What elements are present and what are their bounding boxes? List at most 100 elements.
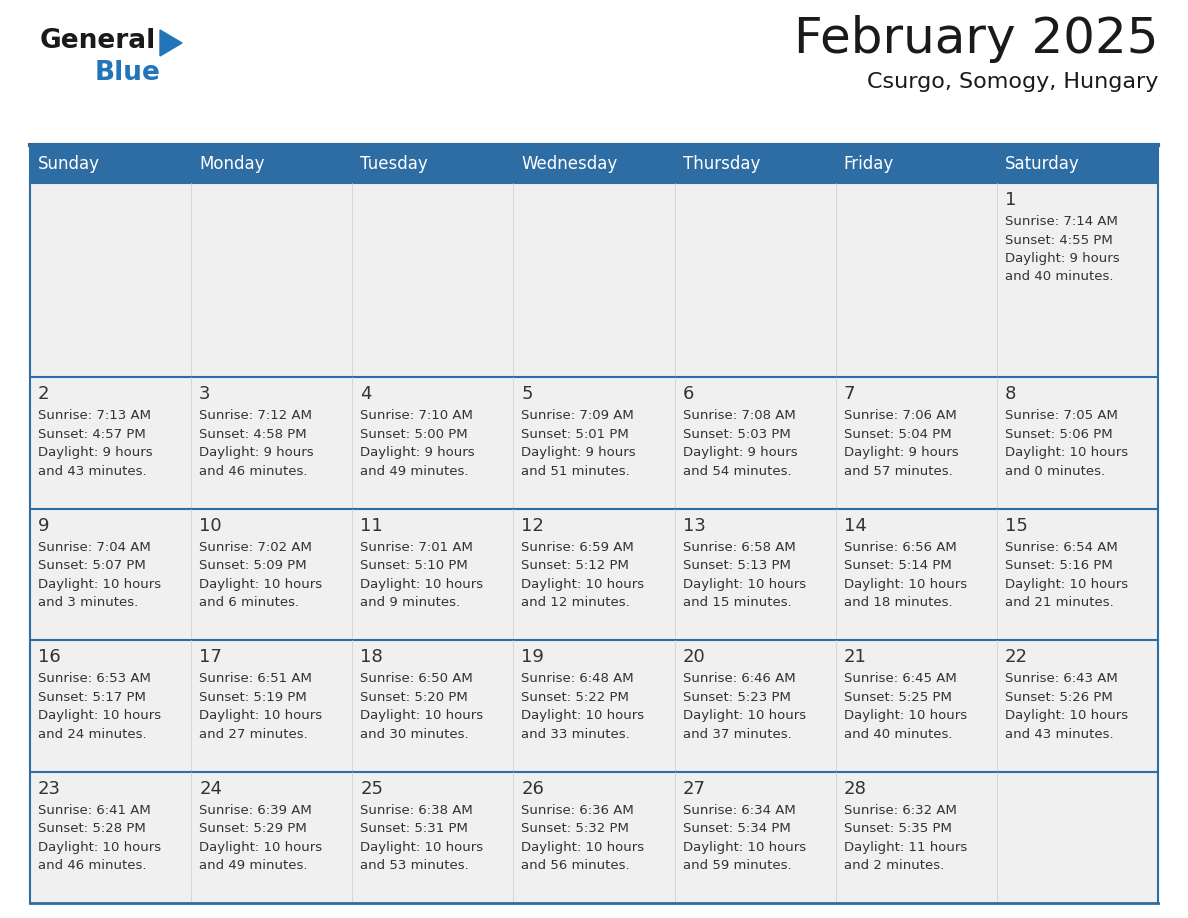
Bar — [675, 509, 835, 640]
Text: Sunrise: 6:45 AM: Sunrise: 6:45 AM — [843, 672, 956, 685]
Text: Sunset: 4:55 PM: Sunset: 4:55 PM — [1005, 233, 1113, 247]
Text: 17: 17 — [200, 648, 222, 666]
Text: 6: 6 — [683, 386, 694, 403]
Text: Daylight: 9 hours: Daylight: 9 hours — [683, 446, 797, 459]
Bar — [675, 183, 835, 377]
Text: 28: 28 — [843, 779, 866, 798]
Text: and 49 minutes.: and 49 minutes. — [200, 859, 308, 872]
Bar — [675, 772, 835, 903]
Text: Sunrise: 7:13 AM: Sunrise: 7:13 AM — [38, 409, 151, 422]
Text: and 9 minutes.: and 9 minutes. — [360, 597, 461, 610]
Text: General: General — [40, 28, 157, 54]
Text: Sunset: 5:23 PM: Sunset: 5:23 PM — [683, 690, 790, 704]
Text: Sunset: 5:32 PM: Sunset: 5:32 PM — [522, 823, 630, 835]
Bar — [30, 772, 191, 903]
Bar — [835, 377, 997, 509]
Text: Sunrise: 6:59 AM: Sunrise: 6:59 AM — [522, 541, 634, 554]
Text: 23: 23 — [38, 779, 61, 798]
Text: and 30 minutes.: and 30 minutes. — [360, 728, 469, 741]
Text: Daylight: 10 hours: Daylight: 10 hours — [683, 710, 805, 722]
Text: Daylight: 10 hours: Daylight: 10 hours — [200, 577, 322, 591]
Text: and 53 minutes.: and 53 minutes. — [360, 859, 469, 872]
Text: Sunrise: 6:38 AM: Sunrise: 6:38 AM — [360, 803, 473, 817]
Text: 21: 21 — [843, 648, 866, 666]
Bar — [675, 640, 835, 772]
Text: Daylight: 10 hours: Daylight: 10 hours — [843, 577, 967, 591]
Text: Daylight: 10 hours: Daylight: 10 hours — [1005, 577, 1127, 591]
Text: and 59 minutes.: and 59 minutes. — [683, 859, 791, 872]
Text: and 51 minutes.: and 51 minutes. — [522, 465, 630, 478]
Text: Sunrise: 7:05 AM: Sunrise: 7:05 AM — [1005, 409, 1118, 422]
Text: Daylight: 9 hours: Daylight: 9 hours — [1005, 252, 1119, 265]
Text: Wednesday: Wednesday — [522, 155, 618, 173]
Text: Sunset: 5:19 PM: Sunset: 5:19 PM — [200, 690, 307, 704]
Text: Sunset: 4:57 PM: Sunset: 4:57 PM — [38, 428, 146, 441]
Text: Sunset: 4:58 PM: Sunset: 4:58 PM — [200, 428, 307, 441]
Text: Daylight: 10 hours: Daylight: 10 hours — [360, 841, 484, 854]
Text: 9: 9 — [38, 517, 50, 535]
Text: Sunrise: 7:14 AM: Sunrise: 7:14 AM — [1005, 215, 1118, 228]
Text: and 40 minutes.: and 40 minutes. — [843, 728, 953, 741]
Bar — [997, 772, 1158, 903]
Text: Blue: Blue — [95, 60, 160, 86]
Bar — [997, 377, 1158, 509]
Text: and 33 minutes.: and 33 minutes. — [522, 728, 630, 741]
Text: Daylight: 10 hours: Daylight: 10 hours — [1005, 710, 1127, 722]
Text: Sunrise: 6:41 AM: Sunrise: 6:41 AM — [38, 803, 151, 817]
Text: Monday: Monday — [200, 155, 265, 173]
Text: 16: 16 — [38, 648, 61, 666]
Bar — [191, 377, 353, 509]
Text: Daylight: 10 hours: Daylight: 10 hours — [360, 577, 484, 591]
Text: Sunset: 5:34 PM: Sunset: 5:34 PM — [683, 823, 790, 835]
Text: Daylight: 10 hours: Daylight: 10 hours — [200, 841, 322, 854]
Bar — [30, 145, 1158, 183]
Text: 14: 14 — [843, 517, 866, 535]
Text: and 24 minutes.: and 24 minutes. — [38, 728, 146, 741]
Text: Saturday: Saturday — [1005, 155, 1080, 173]
Text: and 46 minutes.: and 46 minutes. — [200, 465, 308, 478]
Text: Sunset: 5:26 PM: Sunset: 5:26 PM — [1005, 690, 1113, 704]
Text: Sunset: 5:12 PM: Sunset: 5:12 PM — [522, 559, 630, 572]
Text: and 57 minutes.: and 57 minutes. — [843, 465, 953, 478]
Text: 13: 13 — [683, 517, 706, 535]
Text: 18: 18 — [360, 648, 383, 666]
Text: Sunrise: 6:36 AM: Sunrise: 6:36 AM — [522, 803, 634, 817]
Bar — [191, 640, 353, 772]
Text: 15: 15 — [1005, 517, 1028, 535]
Bar — [997, 640, 1158, 772]
Bar — [191, 183, 353, 377]
Text: and 37 minutes.: and 37 minutes. — [683, 728, 791, 741]
Text: 19: 19 — [522, 648, 544, 666]
Text: Sunrise: 6:48 AM: Sunrise: 6:48 AM — [522, 672, 634, 685]
Bar — [513, 640, 675, 772]
Text: and 49 minutes.: and 49 minutes. — [360, 465, 469, 478]
Text: Sunset: 5:14 PM: Sunset: 5:14 PM — [843, 559, 952, 572]
Text: Daylight: 10 hours: Daylight: 10 hours — [522, 577, 645, 591]
Text: Sunrise: 6:56 AM: Sunrise: 6:56 AM — [843, 541, 956, 554]
Text: 20: 20 — [683, 648, 706, 666]
Bar — [997, 509, 1158, 640]
Text: Sunset: 5:03 PM: Sunset: 5:03 PM — [683, 428, 790, 441]
Text: Sunset: 5:09 PM: Sunset: 5:09 PM — [200, 559, 307, 572]
Text: Sunset: 5:17 PM: Sunset: 5:17 PM — [38, 690, 146, 704]
Text: 5: 5 — [522, 386, 533, 403]
Text: 26: 26 — [522, 779, 544, 798]
Text: Sunrise: 7:08 AM: Sunrise: 7:08 AM — [683, 409, 795, 422]
Text: Sunset: 5:22 PM: Sunset: 5:22 PM — [522, 690, 630, 704]
Text: Daylight: 10 hours: Daylight: 10 hours — [38, 841, 162, 854]
Text: Sunset: 5:01 PM: Sunset: 5:01 PM — [522, 428, 630, 441]
Bar — [353, 640, 513, 772]
Polygon shape — [160, 30, 182, 56]
Text: Daylight: 9 hours: Daylight: 9 hours — [38, 446, 152, 459]
Text: Sunset: 5:07 PM: Sunset: 5:07 PM — [38, 559, 146, 572]
Text: Sunrise: 6:43 AM: Sunrise: 6:43 AM — [1005, 672, 1118, 685]
Text: Sunrise: 6:51 AM: Sunrise: 6:51 AM — [200, 672, 312, 685]
Text: and 15 minutes.: and 15 minutes. — [683, 597, 791, 610]
Text: Sunrise: 6:39 AM: Sunrise: 6:39 AM — [200, 803, 312, 817]
Text: Sunset: 5:10 PM: Sunset: 5:10 PM — [360, 559, 468, 572]
Text: 22: 22 — [1005, 648, 1028, 666]
Text: and 27 minutes.: and 27 minutes. — [200, 728, 308, 741]
Text: 25: 25 — [360, 779, 384, 798]
Text: Daylight: 10 hours: Daylight: 10 hours — [360, 710, 484, 722]
Text: Daylight: 10 hours: Daylight: 10 hours — [522, 710, 645, 722]
